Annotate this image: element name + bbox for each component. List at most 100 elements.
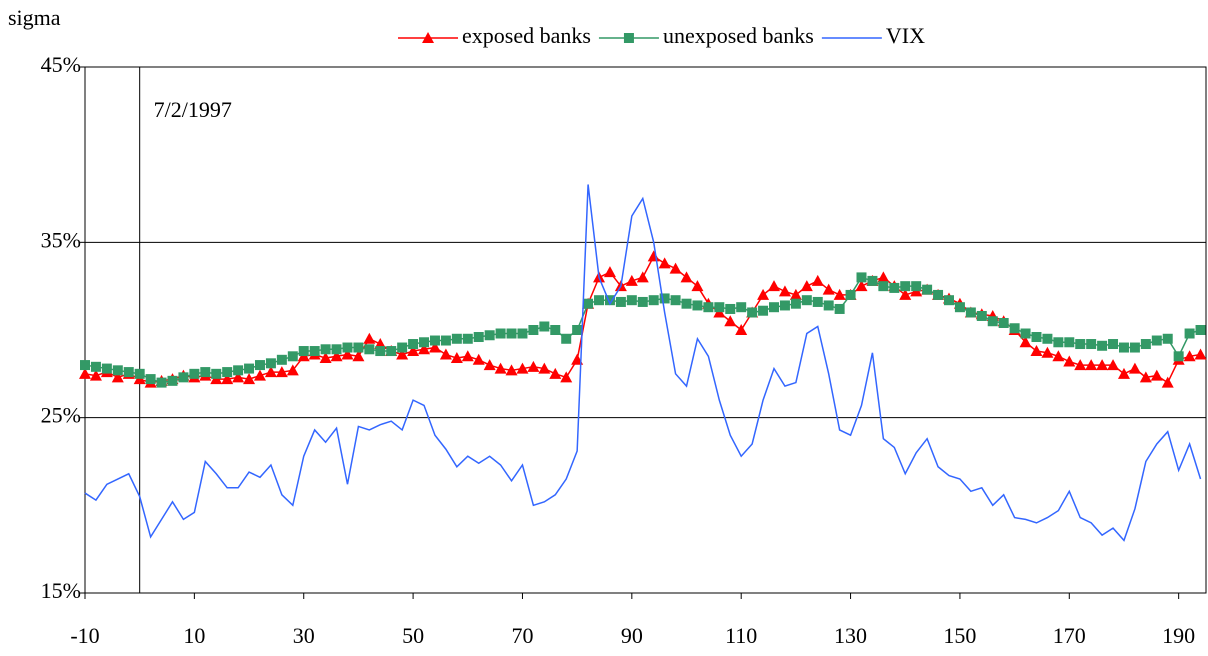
marker (472, 353, 485, 365)
marker (428, 341, 441, 353)
marker (659, 293, 670, 304)
marker (1063, 355, 1076, 367)
marker (833, 288, 846, 300)
marker (123, 367, 134, 378)
marker (615, 296, 626, 307)
series-line (84, 184, 1202, 542)
marker (965, 307, 976, 318)
marker (769, 302, 780, 313)
marker (528, 325, 539, 335)
x-tick-label: 70 (511, 623, 533, 648)
marker (790, 298, 801, 309)
marker (623, 33, 634, 43)
marker (1139, 371, 1152, 383)
marker (1075, 339, 1086, 350)
marker (494, 362, 507, 374)
marker (397, 342, 408, 353)
marker (233, 365, 244, 376)
marker (1107, 359, 1120, 371)
x-tick-label: 90 (621, 623, 643, 648)
marker (342, 342, 353, 353)
marker (505, 364, 518, 376)
marker (1118, 342, 1129, 353)
marker (1173, 351, 1184, 362)
marker (834, 303, 845, 314)
marker (517, 328, 528, 339)
marker (375, 346, 386, 357)
marker (670, 295, 681, 306)
marker (691, 280, 704, 292)
marker (221, 373, 234, 385)
marker (79, 367, 91, 379)
marker (976, 310, 987, 321)
marker (594, 295, 605, 306)
marker (724, 315, 737, 327)
marker (1009, 323, 1020, 334)
marker (603, 266, 616, 278)
marker (341, 348, 354, 360)
marker (822, 283, 835, 295)
marker (253, 369, 266, 381)
marker (134, 368, 145, 379)
marker (856, 272, 867, 283)
marker (1031, 332, 1042, 343)
marker (692, 300, 703, 311)
marker (550, 325, 561, 335)
marker (309, 346, 320, 357)
marker (845, 289, 856, 300)
marker (572, 325, 583, 335)
marker (658, 257, 671, 269)
marker (429, 335, 440, 346)
marker (800, 280, 813, 292)
marker (408, 339, 419, 350)
marker (167, 375, 178, 386)
marker (1052, 350, 1065, 362)
marker (286, 364, 299, 376)
marker (714, 302, 725, 313)
marker (484, 330, 495, 341)
marker (899, 288, 912, 300)
marker (1129, 342, 1140, 353)
y-tick-label: 15% (41, 578, 81, 603)
marker (1183, 350, 1196, 362)
marker (1042, 333, 1053, 344)
marker (222, 367, 233, 378)
marker (516, 362, 529, 374)
marker (439, 348, 452, 360)
marker (363, 332, 376, 344)
marker (987, 316, 998, 327)
marker (451, 333, 462, 344)
marker (889, 282, 900, 293)
marker (330, 350, 343, 362)
x-tick-label: 190 (1162, 623, 1195, 648)
marker (735, 324, 748, 335)
marker (1064, 337, 1075, 348)
marker (561, 333, 572, 344)
marker (483, 359, 496, 371)
marker (998, 317, 1009, 328)
marker (90, 361, 101, 372)
marker (736, 302, 747, 313)
marker (877, 271, 890, 283)
marker (112, 365, 123, 376)
marker (789, 288, 802, 300)
marker (1151, 335, 1162, 346)
marker (265, 358, 276, 369)
marker (461, 350, 474, 362)
marker (933, 289, 944, 300)
marker (364, 344, 375, 355)
marker (812, 296, 823, 307)
marker (319, 352, 332, 364)
marker (538, 362, 551, 374)
marker (145, 374, 156, 385)
marker (626, 295, 637, 306)
marker (560, 371, 573, 383)
marker (1020, 328, 1031, 339)
marker (1108, 339, 1119, 350)
marker (1074, 359, 1087, 371)
marker (823, 300, 834, 311)
marker (867, 275, 878, 286)
marker (450, 352, 463, 364)
legend: exposed banks unexposed banks VIX (398, 23, 925, 48)
